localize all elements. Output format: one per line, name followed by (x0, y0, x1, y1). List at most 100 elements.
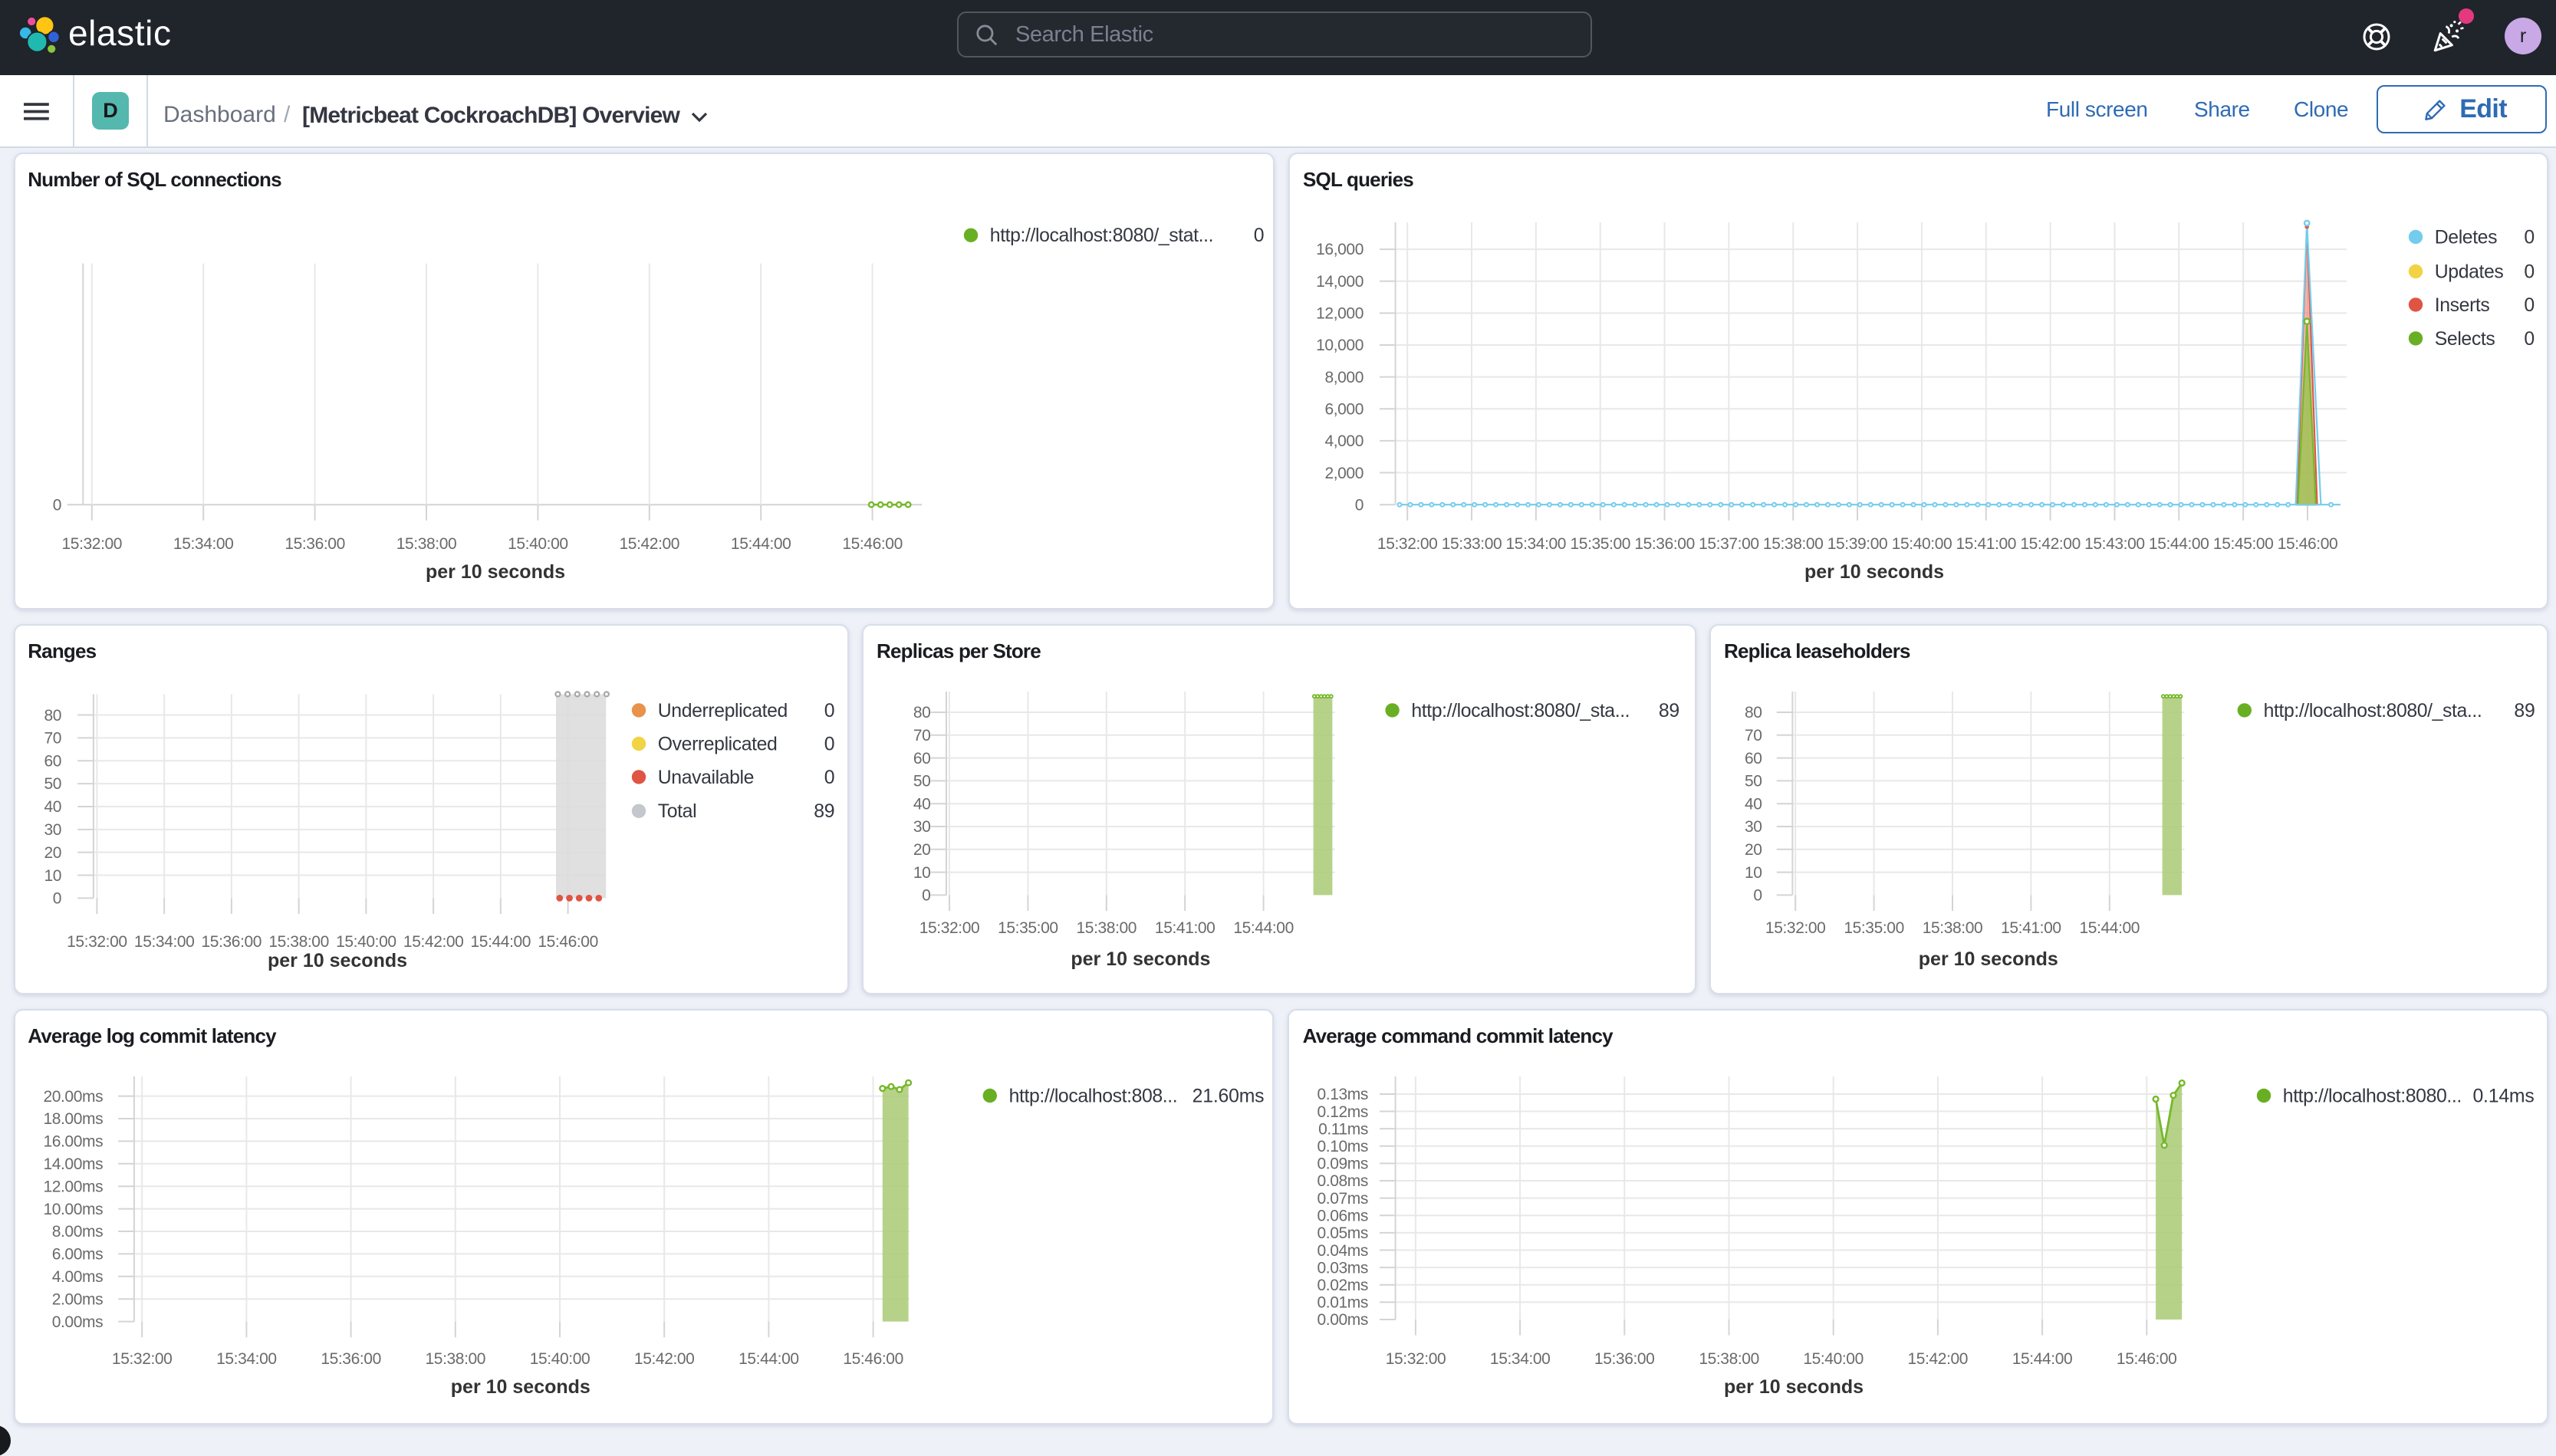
svg-text:50: 50 (1745, 772, 1762, 790)
svg-text:15:35:00: 15:35:00 (998, 919, 1058, 937)
svg-text:2.00ms: 2.00ms (51, 1291, 102, 1309)
svg-text:15:46:00: 15:46:00 (538, 932, 598, 950)
svg-text:15:44:00: 15:44:00 (2149, 535, 2209, 553)
svg-text:15:41:00: 15:41:00 (1956, 535, 2017, 553)
svg-text:15:34:00: 15:34:00 (1506, 535, 1567, 553)
svg-text:14,000: 14,000 (1316, 273, 1364, 291)
svg-text:Updates: Updates (2435, 262, 2504, 283)
svg-text:15:40:00: 15:40:00 (508, 535, 568, 553)
svg-text:80: 80 (1745, 704, 1762, 721)
svg-text:15:32:00: 15:32:00 (919, 919, 980, 937)
svg-text:0: 0 (2524, 228, 2535, 248)
svg-text:15:38:00: 15:38:00 (396, 535, 456, 553)
svg-text:0: 0 (1355, 497, 1364, 514)
svg-text:15:44:00: 15:44:00 (1233, 919, 1294, 937)
svg-text:15:36:00: 15:36:00 (321, 1350, 381, 1368)
svg-text:per 10 seconds: per 10 seconds (1724, 1376, 1864, 1398)
svg-text:40: 40 (913, 795, 931, 813)
svg-text:0.06ms: 0.06ms (1317, 1208, 1368, 1225)
svg-text:15:41:00: 15:41:00 (1155, 919, 1215, 937)
svg-text:15:32:00: 15:32:00 (1765, 919, 1826, 937)
svg-text:Deletes: Deletes (2435, 228, 2497, 248)
svg-text:Average command commit latency: Average command commit latency (1303, 1024, 1614, 1047)
svg-text:15:46:00: 15:46:00 (2117, 1350, 2177, 1368)
svg-text:15:37:00: 15:37:00 (1699, 535, 1759, 553)
svg-text:Total: Total (657, 801, 696, 822)
svg-text:15:34:00: 15:34:00 (134, 932, 195, 950)
svg-text:0.14ms: 0.14ms (2473, 1086, 2535, 1107)
svg-text:20: 20 (44, 843, 61, 861)
svg-text:15:35:00: 15:35:00 (1844, 919, 1904, 937)
svg-text:15:38:00: 15:38:00 (1699, 1350, 1760, 1368)
svg-text:6.00ms: 6.00ms (51, 1246, 102, 1264)
svg-text:0: 0 (52, 497, 61, 514)
svg-text:16.00ms: 16.00ms (43, 1133, 103, 1151)
svg-text:Underreplicated: Underreplicated (657, 700, 787, 721)
svg-text:15:43:00: 15:43:00 (2084, 535, 2145, 553)
svg-text:15:44:00: 15:44:00 (2012, 1350, 2073, 1368)
svg-text:15:32:00: 15:32:00 (1386, 1350, 1446, 1368)
svg-text:6,000: 6,000 (1324, 401, 1364, 419)
svg-text:Number of SQL connections: Number of SQL connections (28, 168, 281, 191)
svg-text:Average log commit latency: Average log commit latency (28, 1024, 277, 1047)
svg-text:http://localhost:808...: http://localhost:808... (1008, 1086, 1177, 1107)
svg-text:0.01ms: 0.01ms (1317, 1294, 1368, 1312)
svg-text:70: 70 (913, 727, 931, 744)
svg-text:15:38:00: 15:38:00 (1077, 919, 1137, 937)
svg-text:15:44:00: 15:44:00 (739, 1350, 799, 1368)
svg-text:4.00ms: 4.00ms (51, 1268, 102, 1286)
svg-text:15:40:00: 15:40:00 (1892, 535, 1952, 553)
svg-text:20: 20 (1745, 841, 1762, 859)
svg-text:Selects: Selects (2435, 329, 2495, 350)
svg-text:4,000: 4,000 (1324, 433, 1364, 451)
svg-text:16,000: 16,000 (1316, 242, 1364, 259)
svg-text:60: 60 (913, 749, 931, 767)
svg-text:15:44:00: 15:44:00 (2080, 919, 2140, 937)
svg-text:Ranges: Ranges (28, 639, 96, 662)
svg-text:8,000: 8,000 (1324, 369, 1364, 386)
svg-text:0.07ms: 0.07ms (1317, 1190, 1368, 1208)
svg-text:0.13ms: 0.13ms (1317, 1086, 1368, 1104)
svg-text:80: 80 (913, 704, 931, 721)
svg-text:0: 0 (2524, 262, 2535, 283)
svg-text:per 10 seconds: per 10 seconds (268, 950, 407, 971)
svg-text:15:42:00: 15:42:00 (1908, 1350, 1969, 1368)
svg-text:0.00ms: 0.00ms (1317, 1312, 1368, 1329)
svg-text:0: 0 (52, 889, 61, 907)
svg-text:15:46:00: 15:46:00 (842, 535, 903, 553)
svg-text:15:35:00: 15:35:00 (1571, 535, 1631, 553)
svg-text:50: 50 (44, 775, 61, 793)
svg-text:0.02ms: 0.02ms (1317, 1277, 1368, 1294)
svg-text:0.04ms: 0.04ms (1317, 1242, 1368, 1260)
svg-text:12,000: 12,000 (1316, 305, 1364, 323)
svg-text:70: 70 (1745, 727, 1762, 744)
svg-text:Overreplicated: Overreplicated (657, 734, 777, 754)
svg-text:30: 30 (913, 818, 931, 836)
svg-text:15:36:00: 15:36:00 (201, 932, 262, 950)
svg-text:15:38:00: 15:38:00 (1763, 535, 1824, 553)
svg-text:40: 40 (1745, 795, 1762, 813)
svg-text:15:41:00: 15:41:00 (2001, 919, 2061, 937)
svg-text:http://localhost:8080/_sta...: http://localhost:8080/_sta... (2264, 700, 2482, 721)
svg-text:10: 10 (913, 863, 931, 881)
svg-text:0.08ms: 0.08ms (1317, 1173, 1368, 1191)
svg-text:0.00ms: 0.00ms (51, 1313, 102, 1331)
svg-text:12.00ms: 12.00ms (43, 1178, 103, 1196)
svg-text:15:38:00: 15:38:00 (1923, 919, 1983, 937)
svg-text:0.03ms: 0.03ms (1317, 1260, 1368, 1277)
svg-text:15:34:00: 15:34:00 (216, 1350, 277, 1368)
svg-text:15:38:00: 15:38:00 (425, 1350, 485, 1368)
svg-text:15:46:00: 15:46:00 (2278, 535, 2338, 553)
svg-text:0.12ms: 0.12ms (1317, 1103, 1368, 1121)
svg-text:15:46:00: 15:46:00 (843, 1350, 903, 1368)
svg-text:http://localhost:8080/_sta...: http://localhost:8080/_sta... (1411, 700, 1630, 721)
svg-text:15:38:00: 15:38:00 (268, 932, 329, 950)
svg-text:10: 10 (44, 866, 61, 884)
svg-text:20: 20 (913, 841, 931, 859)
svg-text:15:36:00: 15:36:00 (1634, 535, 1695, 553)
svg-text:89: 89 (1659, 700, 1679, 721)
svg-text:60: 60 (1745, 749, 1762, 767)
svg-text:0: 0 (922, 886, 930, 904)
svg-text:10: 10 (1745, 863, 1762, 881)
svg-text:Unavailable: Unavailable (657, 767, 753, 787)
